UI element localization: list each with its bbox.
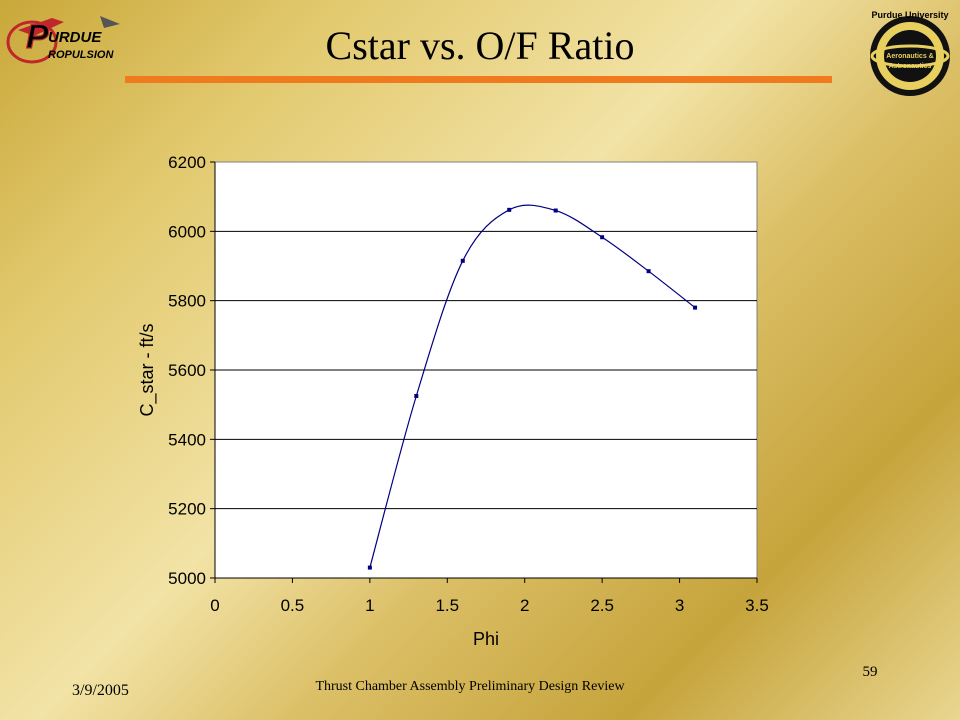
svg-text:Astronautics: Astronautics bbox=[889, 63, 932, 70]
x-tick-label: 0.5 bbox=[281, 596, 305, 615]
x-tick-label: 3.5 bbox=[745, 596, 769, 615]
svg-text:ROPULSION: ROPULSION bbox=[48, 49, 114, 61]
data-point bbox=[507, 207, 512, 212]
y-axis-title: C_star - ft/s bbox=[137, 323, 158, 416]
svg-text:Aeronautics &: Aeronautics & bbox=[886, 53, 933, 60]
y-tick-label: 5200 bbox=[168, 500, 206, 519]
data-point bbox=[460, 258, 465, 263]
slide-title: Cstar vs. O/F Ratio bbox=[325, 23, 635, 68]
x-tick-label: 3 bbox=[675, 596, 684, 615]
footer-date: 3/9/2005 bbox=[72, 682, 129, 699]
svg-text:Purdue University: Purdue University bbox=[871, 10, 948, 20]
x-tick-label: 1 bbox=[365, 596, 374, 615]
data-point bbox=[367, 565, 372, 570]
y-tick-label: 5000 bbox=[168, 569, 206, 588]
data-point bbox=[646, 269, 651, 274]
data-point bbox=[600, 235, 605, 240]
x-tick-label: 2 bbox=[520, 596, 529, 615]
title-divider bbox=[125, 76, 832, 83]
x-tick-label: 1.5 bbox=[435, 596, 459, 615]
y-tick-label: 5400 bbox=[168, 430, 206, 449]
y-tick-label: 5600 bbox=[168, 361, 206, 380]
purdue-propulsion-logo: P URDUE ROPULSION bbox=[4, 12, 124, 74]
x-tick-label: 0 bbox=[210, 596, 219, 615]
y-tick-label: 6200 bbox=[168, 153, 206, 172]
data-point bbox=[693, 305, 698, 310]
page-number: 59 bbox=[862, 664, 878, 680]
purdue-aeronautics-logo: Purdue University Aeronautics & Astronau… bbox=[866, 8, 954, 100]
y-tick-label: 5800 bbox=[168, 292, 206, 311]
svg-text:URDUE: URDUE bbox=[48, 29, 102, 46]
x-axis-title: Phi bbox=[473, 629, 499, 649]
x-tick-label: 2.5 bbox=[590, 596, 614, 615]
data-point bbox=[414, 394, 419, 398]
y-tick-label: 6000 bbox=[168, 222, 206, 241]
footer-title: Thrust Chamber Assembly Preliminary Desi… bbox=[315, 679, 625, 694]
data-point bbox=[553, 208, 558, 213]
svg-text:P: P bbox=[26, 18, 49, 56]
